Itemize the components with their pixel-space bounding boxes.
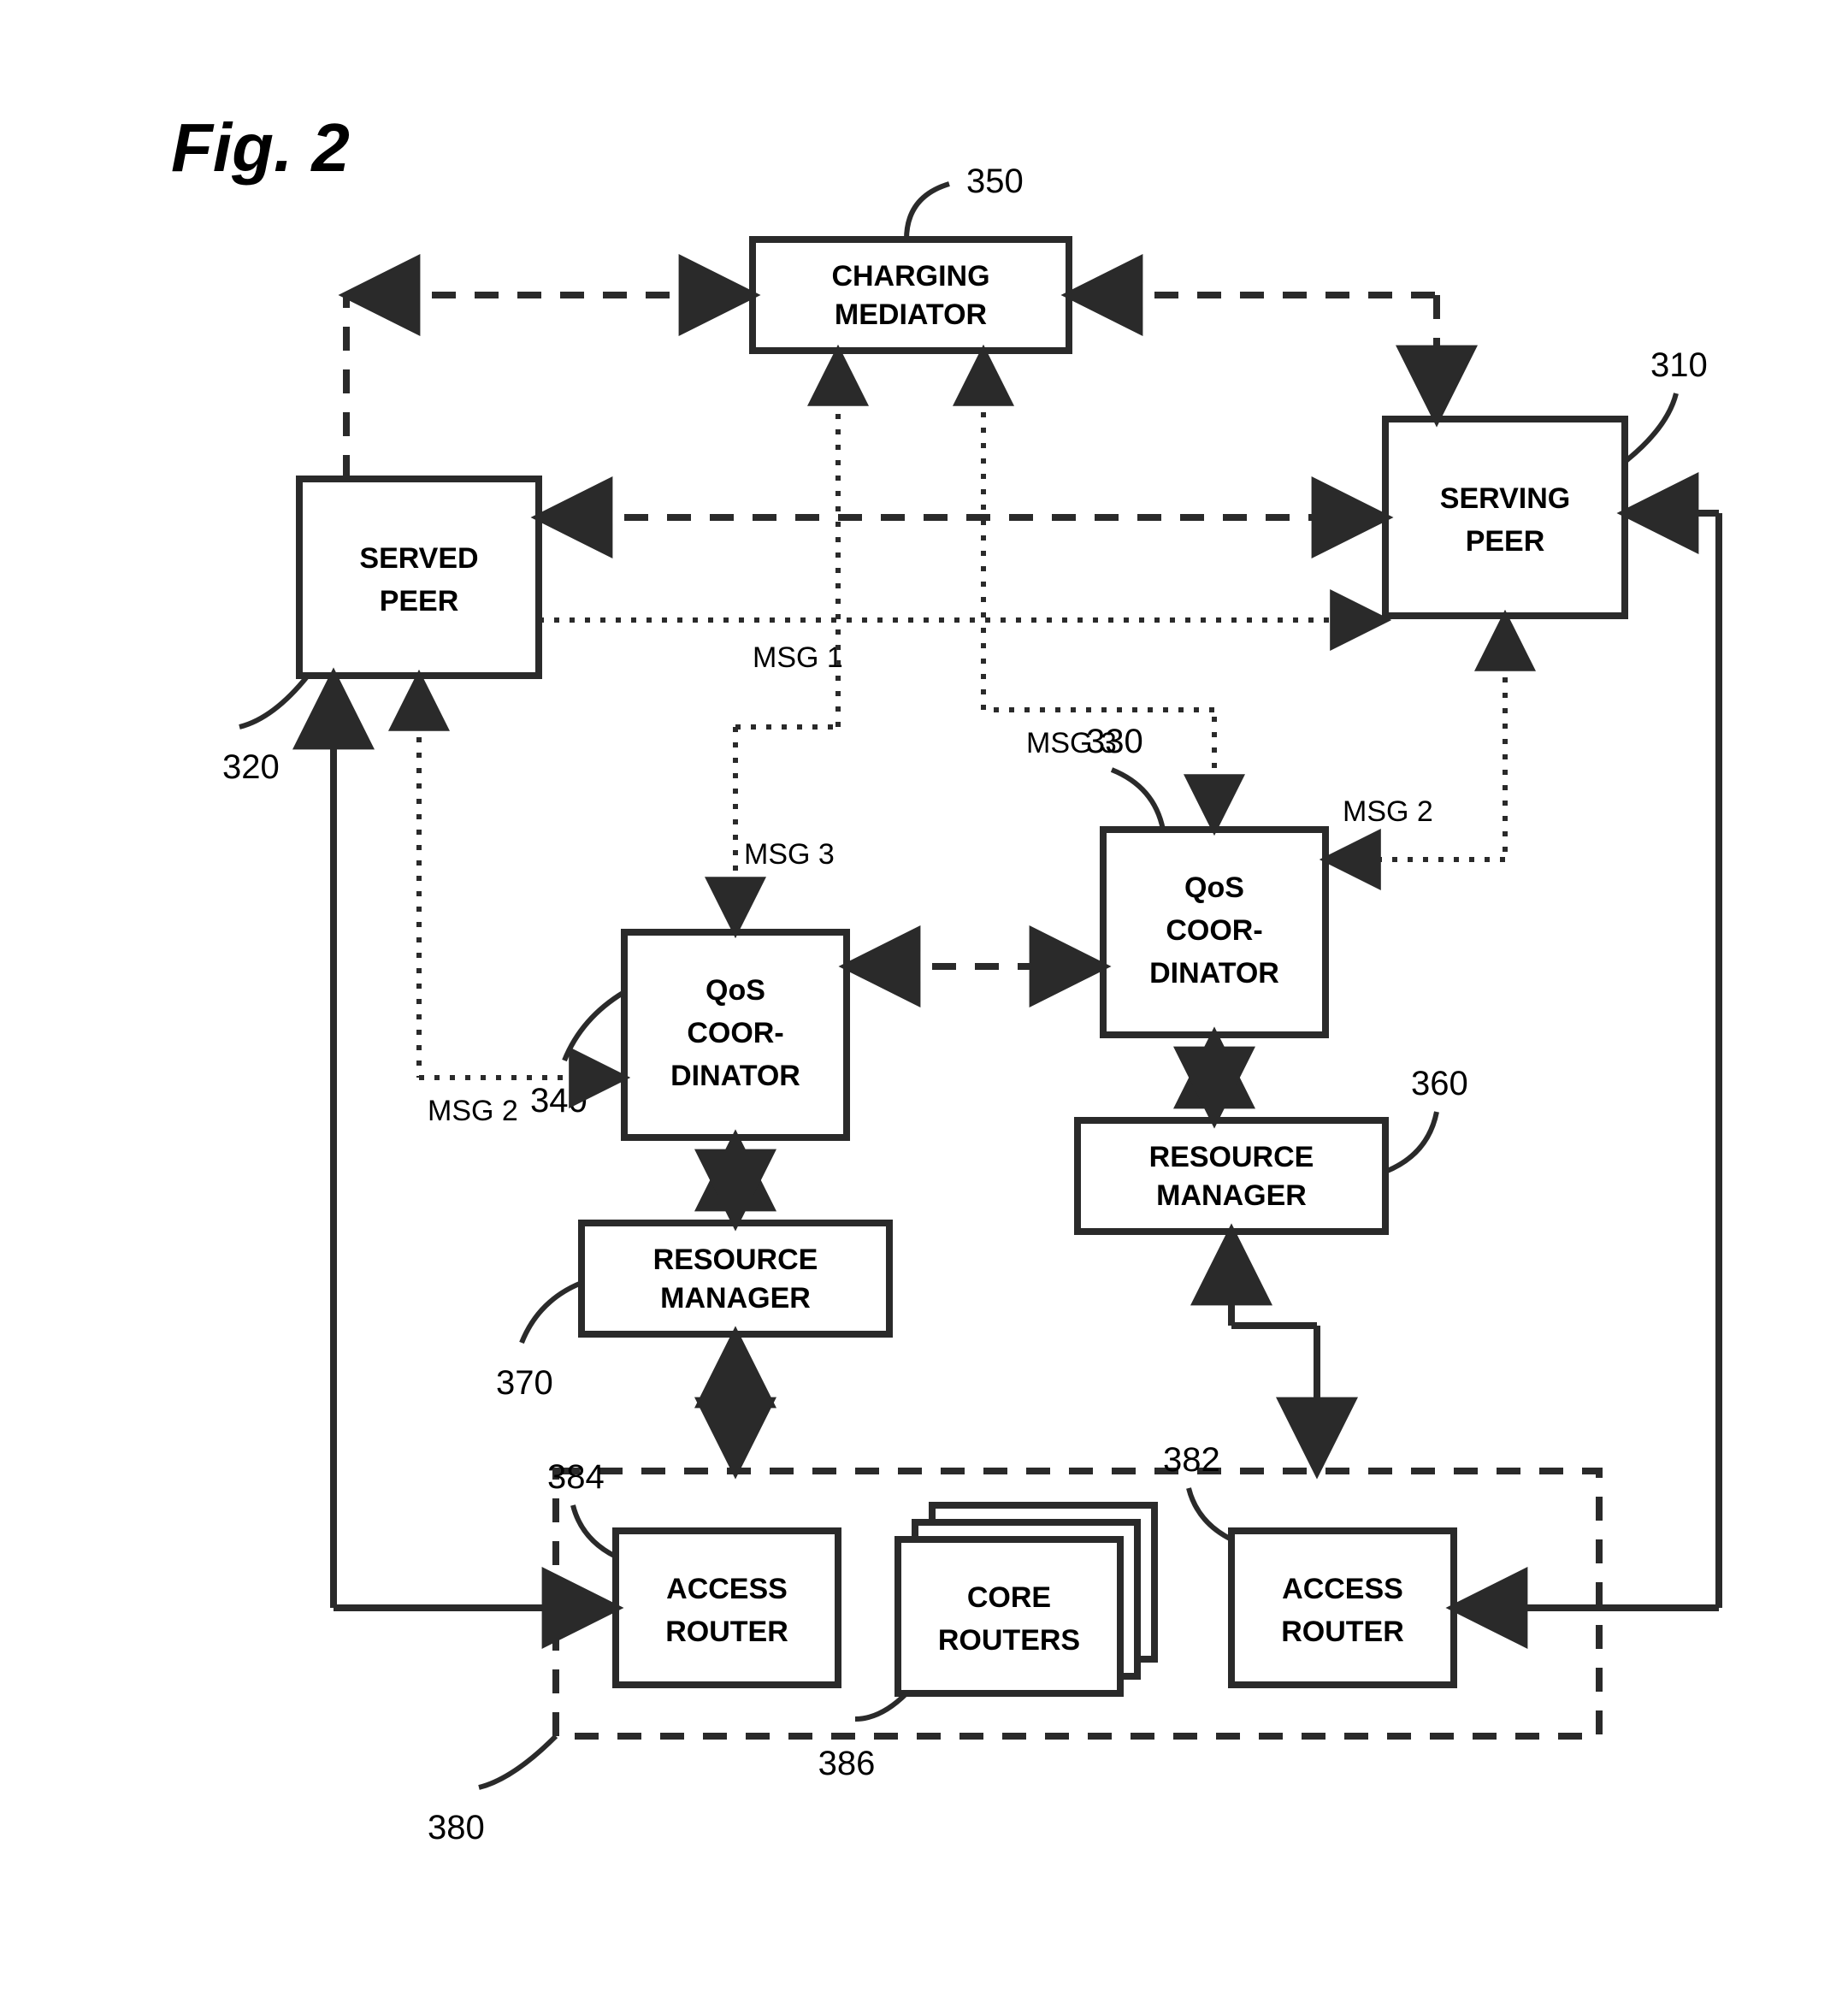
label-382: 382 (1163, 1441, 1220, 1479)
msg2-left-label: MSG 2 (428, 1095, 518, 1127)
diagram-canvas: Fig. 2 CHARGING MEDIATOR 350 SERVED PEER… (0, 0, 1848, 1991)
charging-mediator-line1: CHARGING (831, 260, 989, 292)
qos-left-line1: QoS (706, 974, 765, 1007)
label-320: 320 (222, 748, 280, 786)
served-peer-box: SERVED PEER (299, 479, 539, 676)
rm-left-box: RESOURCE MANAGER (582, 1223, 889, 1334)
label-350: 350 (966, 162, 1024, 200)
access-router-right-line2: ROUTER (1281, 1616, 1404, 1648)
qos-left-box: QoS COOR- DINATOR (624, 932, 847, 1137)
label-360: 360 (1411, 1065, 1468, 1102)
rm-left-line1: RESOURCE (653, 1244, 818, 1276)
access-router-left-box: ACCESS ROUTER (616, 1531, 838, 1685)
access-router-left-line2: ROUTER (665, 1616, 788, 1648)
serving-peer-box: SERVING PEER (1385, 419, 1625, 616)
core-routers-line2: ROUTERS (938, 1624, 1080, 1657)
msg3-left-label: MSG 3 (744, 838, 835, 871)
msg3-right-label: MSG 3 (1026, 727, 1117, 759)
label-384: 384 (547, 1458, 605, 1496)
qos-right-box: QoS COOR- DINATOR (1103, 830, 1325, 1035)
msg1-label: MSG 1 (753, 641, 843, 674)
qos-left-line2: COOR- (687, 1017, 783, 1049)
qos-right-line3: DINATOR (1149, 957, 1279, 990)
qos-left-line3: DINATOR (670, 1060, 800, 1092)
label-380: 380 (428, 1809, 485, 1846)
qos-right-line1: QoS (1184, 871, 1244, 904)
access-router-right-line1: ACCESS (1282, 1573, 1403, 1605)
label-310: 310 (1650, 346, 1708, 384)
figure-title: Fig. 2 (171, 109, 350, 186)
rm-right-line2: MANAGER (1156, 1179, 1307, 1212)
serving-peer-line1: SERVING (1440, 482, 1570, 515)
access-router-left-line1: ACCESS (666, 1573, 788, 1605)
charging-mediator-box: CHARGING MEDIATOR (753, 239, 1069, 351)
label-370: 370 (496, 1364, 553, 1402)
charging-mediator-line2: MEDIATOR (835, 298, 987, 331)
label-386: 386 (818, 1745, 876, 1782)
access-router-right-box: ACCESS ROUTER (1231, 1531, 1454, 1685)
rm-right-line1: RESOURCE (1149, 1141, 1314, 1173)
label-340: 340 (530, 1082, 587, 1120)
qos-right-line2: COOR- (1166, 914, 1262, 947)
serving-peer-line2: PEER (1466, 525, 1545, 558)
rm-right-box: RESOURCE MANAGER (1078, 1120, 1385, 1232)
core-routers-line1: CORE (967, 1581, 1051, 1614)
core-routers-box: CORE ROUTERS (898, 1505, 1154, 1693)
served-peer-line2: PEER (380, 585, 459, 617)
rm-left-line2: MANAGER (660, 1282, 811, 1315)
served-peer-line1: SERVED (359, 542, 478, 575)
msg2-right-label: MSG 2 (1343, 795, 1433, 828)
